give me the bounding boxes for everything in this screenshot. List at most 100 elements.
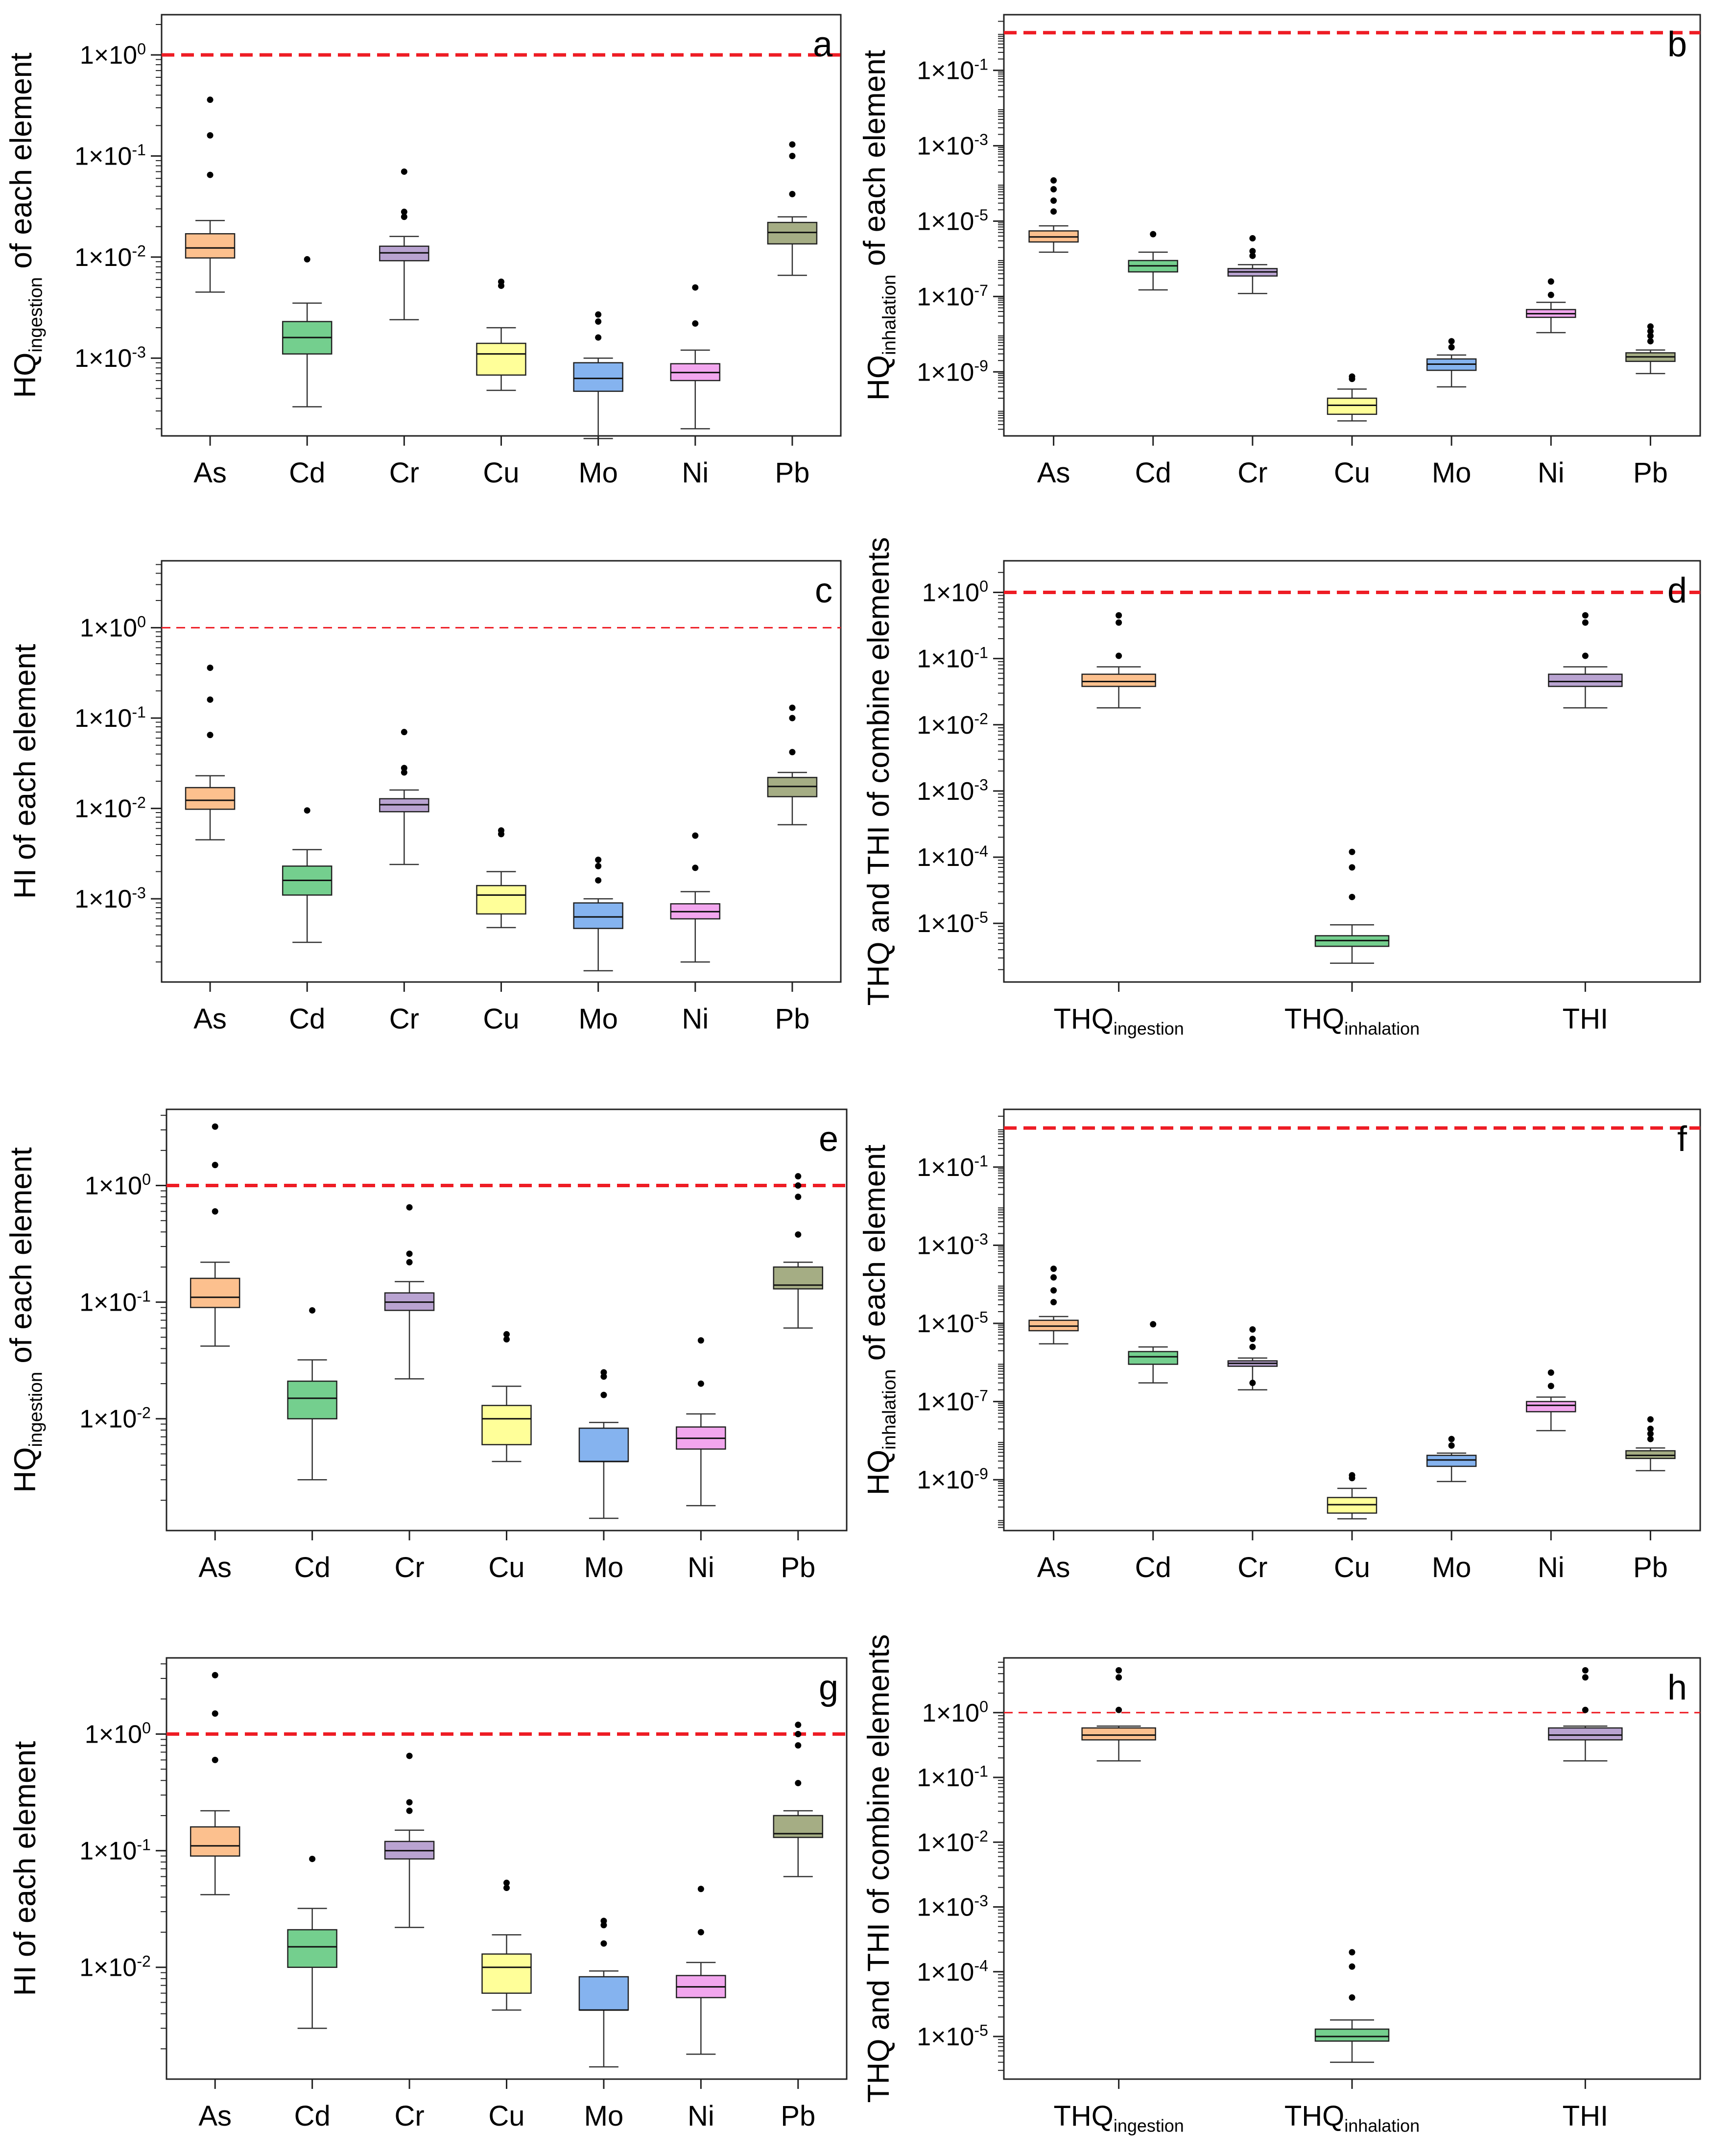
y-tick-label: 1×10-2 <box>917 710 988 739</box>
x-category-label: As <box>1037 457 1070 489</box>
x-category-label: Ni <box>688 1552 714 1583</box>
box-mo <box>573 311 623 439</box>
plot-frame <box>166 1657 848 2080</box>
outlier-point <box>212 1162 218 1169</box>
outlier-point <box>1582 1674 1589 1681</box>
x-category-label: Cu <box>1334 1552 1370 1583</box>
panel-b: 1×10-1 1×10-3 1×10-5 1×10-7 1×10-9 As Cd Cr Cu Mo… <box>858 14 1701 489</box>
iqr-box <box>190 1826 240 1857</box>
box-cu <box>1327 1472 1378 1520</box>
y-tick-label: 1×10-3 <box>917 1892 988 1921</box>
outlier-point <box>697 1886 704 1892</box>
y-axis-title: THQ and THI of combine elements <box>862 1634 896 2103</box>
x-category-label: Pb <box>775 1003 809 1035</box>
x-category-label: Cr <box>394 2100 424 2132</box>
outlier-point <box>789 191 796 197</box>
outlier-point <box>1448 1442 1455 1449</box>
y-tick-label: 1×10-5 <box>917 2022 988 2051</box>
iqr-box <box>578 1427 629 1462</box>
minor-ticks <box>156 24 162 430</box>
plot-frame <box>1003 560 1701 983</box>
y-tick-label: 1×10-1 <box>917 1152 988 1182</box>
x-category-label: Cd <box>289 1003 325 1035</box>
minor-ticks <box>161 1663 166 2050</box>
box-as <box>185 96 236 293</box>
box-mo <box>578 1369 629 1519</box>
outlier-point <box>1349 1963 1355 1970</box>
box-as <box>190 1672 240 1895</box>
y-tick-label: 1×10-2 <box>74 242 146 271</box>
outlier-point <box>1349 373 1355 380</box>
y-tick-label: 1×10-1 <box>79 1836 151 1865</box>
outlier-point <box>1349 893 1355 900</box>
y-axis-title: HQinhalation of each element <box>858 1145 900 1495</box>
outlier-point <box>212 1208 218 1215</box>
outlier-point <box>1050 1274 1057 1281</box>
y-tick-label: 1×10-3 <box>917 1230 988 1260</box>
outlier-point <box>595 311 602 318</box>
iqr-box <box>1548 673 1623 687</box>
y-tick-label: 1×10-5 <box>917 909 988 938</box>
outlier-point <box>406 1799 413 1806</box>
outlier-point <box>1647 333 1654 339</box>
y-tick-label: 1×10-3 <box>74 884 146 913</box>
iqr-box <box>476 885 526 915</box>
outlier-point <box>795 1194 802 1200</box>
box-cu <box>481 1879 532 2011</box>
outlier-point <box>1116 612 1122 619</box>
y-axis-title-text: HQingestion of each element <box>4 52 47 398</box>
outlier-point <box>401 765 407 771</box>
outlier-point <box>1647 1416 1654 1423</box>
panel-h: 1×100 1×10-1 1×10-2 1×10-3 1×10-4 1×10-5 THQin… <box>862 1634 1701 2136</box>
outlier-point <box>207 664 214 671</box>
outlier-point <box>795 1722 802 1728</box>
outlier-point <box>600 1391 607 1398</box>
box-thqingestion <box>1081 612 1156 709</box>
outlier-point <box>212 1123 218 1130</box>
x-category-label: Mo <box>584 1552 624 1583</box>
panel-d: 1×100 1×10-1 1×10-2 1×10-3 1×10-4 1×10-5 THQin… <box>862 537 1701 1039</box>
y-axis-title: HQingestion of each element <box>4 1147 47 1492</box>
outlier-point <box>1050 197 1057 204</box>
outlier-point <box>600 1369 607 1376</box>
outlier-point <box>1448 338 1455 345</box>
x-category-label: Pb <box>781 2100 815 2132</box>
box-cr <box>1227 1326 1278 1390</box>
box-ni <box>676 1886 726 2055</box>
x-category-label: Ni <box>688 2100 714 2132</box>
box-thqingestion <box>1081 1667 1156 1762</box>
box-cd <box>282 807 332 943</box>
x-category-label: As <box>1037 1552 1070 1583</box>
outlier-point <box>1448 344 1455 351</box>
x-category-label: Cr <box>389 1003 419 1035</box>
y-axis-title: HQinhalation of each element <box>858 50 900 401</box>
y-tick-label: 1×10-1 <box>917 1763 988 1792</box>
outlier-point <box>1116 1667 1122 1674</box>
panel-letter: g <box>819 1668 838 1707</box>
outlier-point <box>503 1879 510 1886</box>
outlier-point <box>795 1780 802 1787</box>
outlier-point <box>1547 278 1554 285</box>
outlier-point <box>1582 1706 1589 1713</box>
iqr-box <box>185 233 236 259</box>
outlier-point <box>498 827 504 834</box>
x-category-label: As <box>193 1003 227 1035</box>
panel-letter: a <box>813 25 833 64</box>
box-pb <box>773 1722 824 1877</box>
box-as <box>1028 177 1079 253</box>
y-tick-label: 1×100 <box>80 613 146 642</box>
box-cu <box>1327 373 1378 422</box>
outlier-point <box>1547 291 1554 298</box>
y-axis-title-text: HQinhalation of each element <box>858 1145 900 1495</box>
box-cd <box>287 1855 337 2029</box>
outlier-point <box>1249 1343 1256 1350</box>
x-category-label: Ni <box>682 457 709 489</box>
box-mo <box>578 1917 629 2068</box>
iqr-box <box>578 1976 629 2011</box>
iqr-box <box>1625 1450 1676 1460</box>
outlier-point <box>1647 338 1654 345</box>
y-tick-label: 1×10-4 <box>917 1957 988 1986</box>
iqr-box <box>287 1929 337 1968</box>
plot-frame <box>1003 1657 1701 2080</box>
iqr-box <box>481 1405 532 1445</box>
